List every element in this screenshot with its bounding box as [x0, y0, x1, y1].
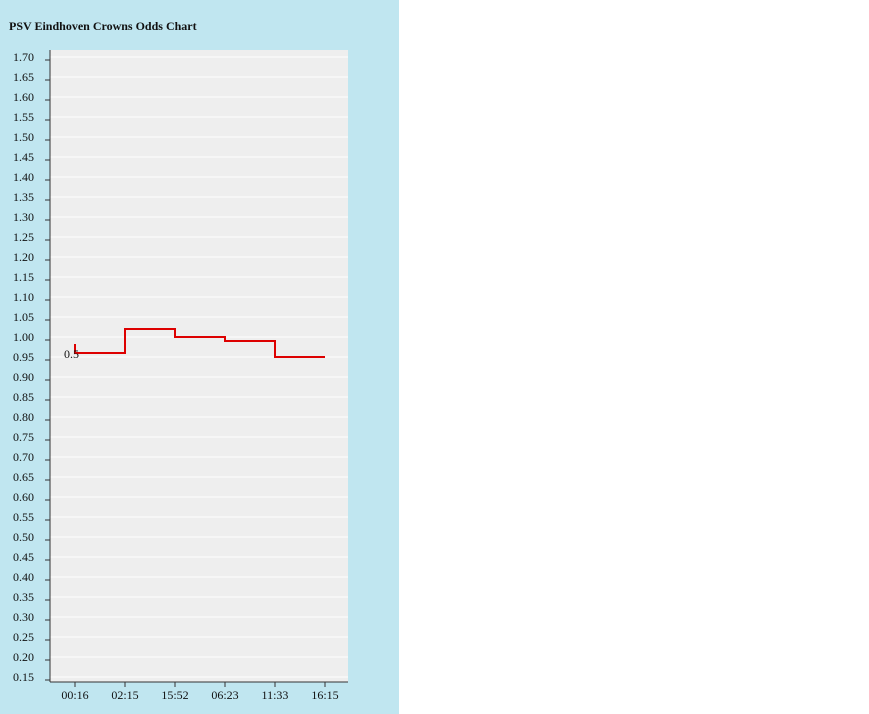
odds-chart: 1.70 1.65 1.60 1.55 1.50 1.45 1.40 1.35 1.30 1.25… — [13, 50, 348, 702]
chart-title: PSV Eindhoven Crowns Odds Chart — [9, 19, 197, 33]
x-tick-label: 02:15 — [111, 688, 138, 702]
x-ticks: 00:16 02:15 15:52 06:23 11:33 16:15 — [61, 682, 339, 702]
annotations: 0.5 — [64, 347, 79, 361]
x-tick-label: 00:16 — [61, 688, 88, 702]
y-tick-label: 0.25 — [13, 630, 34, 644]
annotation-label: 0.5 — [64, 347, 79, 361]
y-tick-label: 1.50 — [13, 130, 34, 144]
y-tick-label: 1.65 — [13, 70, 34, 84]
y-tick-label: 1.00 — [13, 330, 34, 344]
y-tick-label: 0.75 — [13, 430, 34, 444]
y-tick-label: 0.85 — [13, 390, 34, 404]
y-tick-label: 0.30 — [13, 610, 34, 624]
y-tick-label: 1.45 — [13, 150, 34, 164]
y-tick-label: 0.65 — [13, 470, 34, 484]
grid-lines — [50, 56, 348, 678]
y-tick-label: 0.40 — [13, 570, 34, 584]
x-tick-label: 06:23 — [211, 688, 238, 702]
y-tick-label: 0.20 — [13, 650, 34, 664]
y-tick-label: 0.35 — [13, 590, 34, 604]
y-tick-label: 1.25 — [13, 230, 34, 244]
series-group — [74, 328, 326, 358]
y-tick-label: 1.10 — [13, 290, 34, 304]
y-tick-label: 1.40 — [13, 170, 34, 184]
y-tick-label: 0.55 — [13, 510, 34, 524]
y-tick-label: 1.60 — [13, 90, 34, 104]
y-tick-label: 0.60 — [13, 490, 34, 504]
y-tick-label: 1.05 — [13, 310, 34, 324]
x-tick-label: 15:52 — [161, 688, 188, 702]
y-tick-label: 0.95 — [13, 350, 34, 364]
y-tick-label: 1.15 — [13, 270, 34, 284]
plot-area — [50, 50, 348, 682]
y-tick-label: 0.80 — [13, 410, 34, 424]
y-tick-label: 0.70 — [13, 450, 34, 464]
y-tick-label: 1.70 — [13, 50, 34, 64]
y-tick-label: 0.15 — [13, 670, 34, 684]
y-tick-label: 0.45 — [13, 550, 34, 564]
y-tick-label: 0.50 — [13, 530, 34, 544]
x-tick-label: 16:15 — [311, 688, 338, 702]
y-tick-label: 1.30 — [13, 210, 34, 224]
y-tick-label: 0.90 — [13, 370, 34, 384]
y-ticks: 1.70 1.65 1.60 1.55 1.50 1.45 1.40 1.35 1.30 1.25… — [13, 50, 50, 684]
y-tick-label: 1.35 — [13, 190, 34, 204]
x-tick-label: 11:33 — [262, 688, 289, 702]
y-tick-label: 1.55 — [13, 110, 34, 124]
y-tick-label: 1.20 — [13, 250, 34, 264]
